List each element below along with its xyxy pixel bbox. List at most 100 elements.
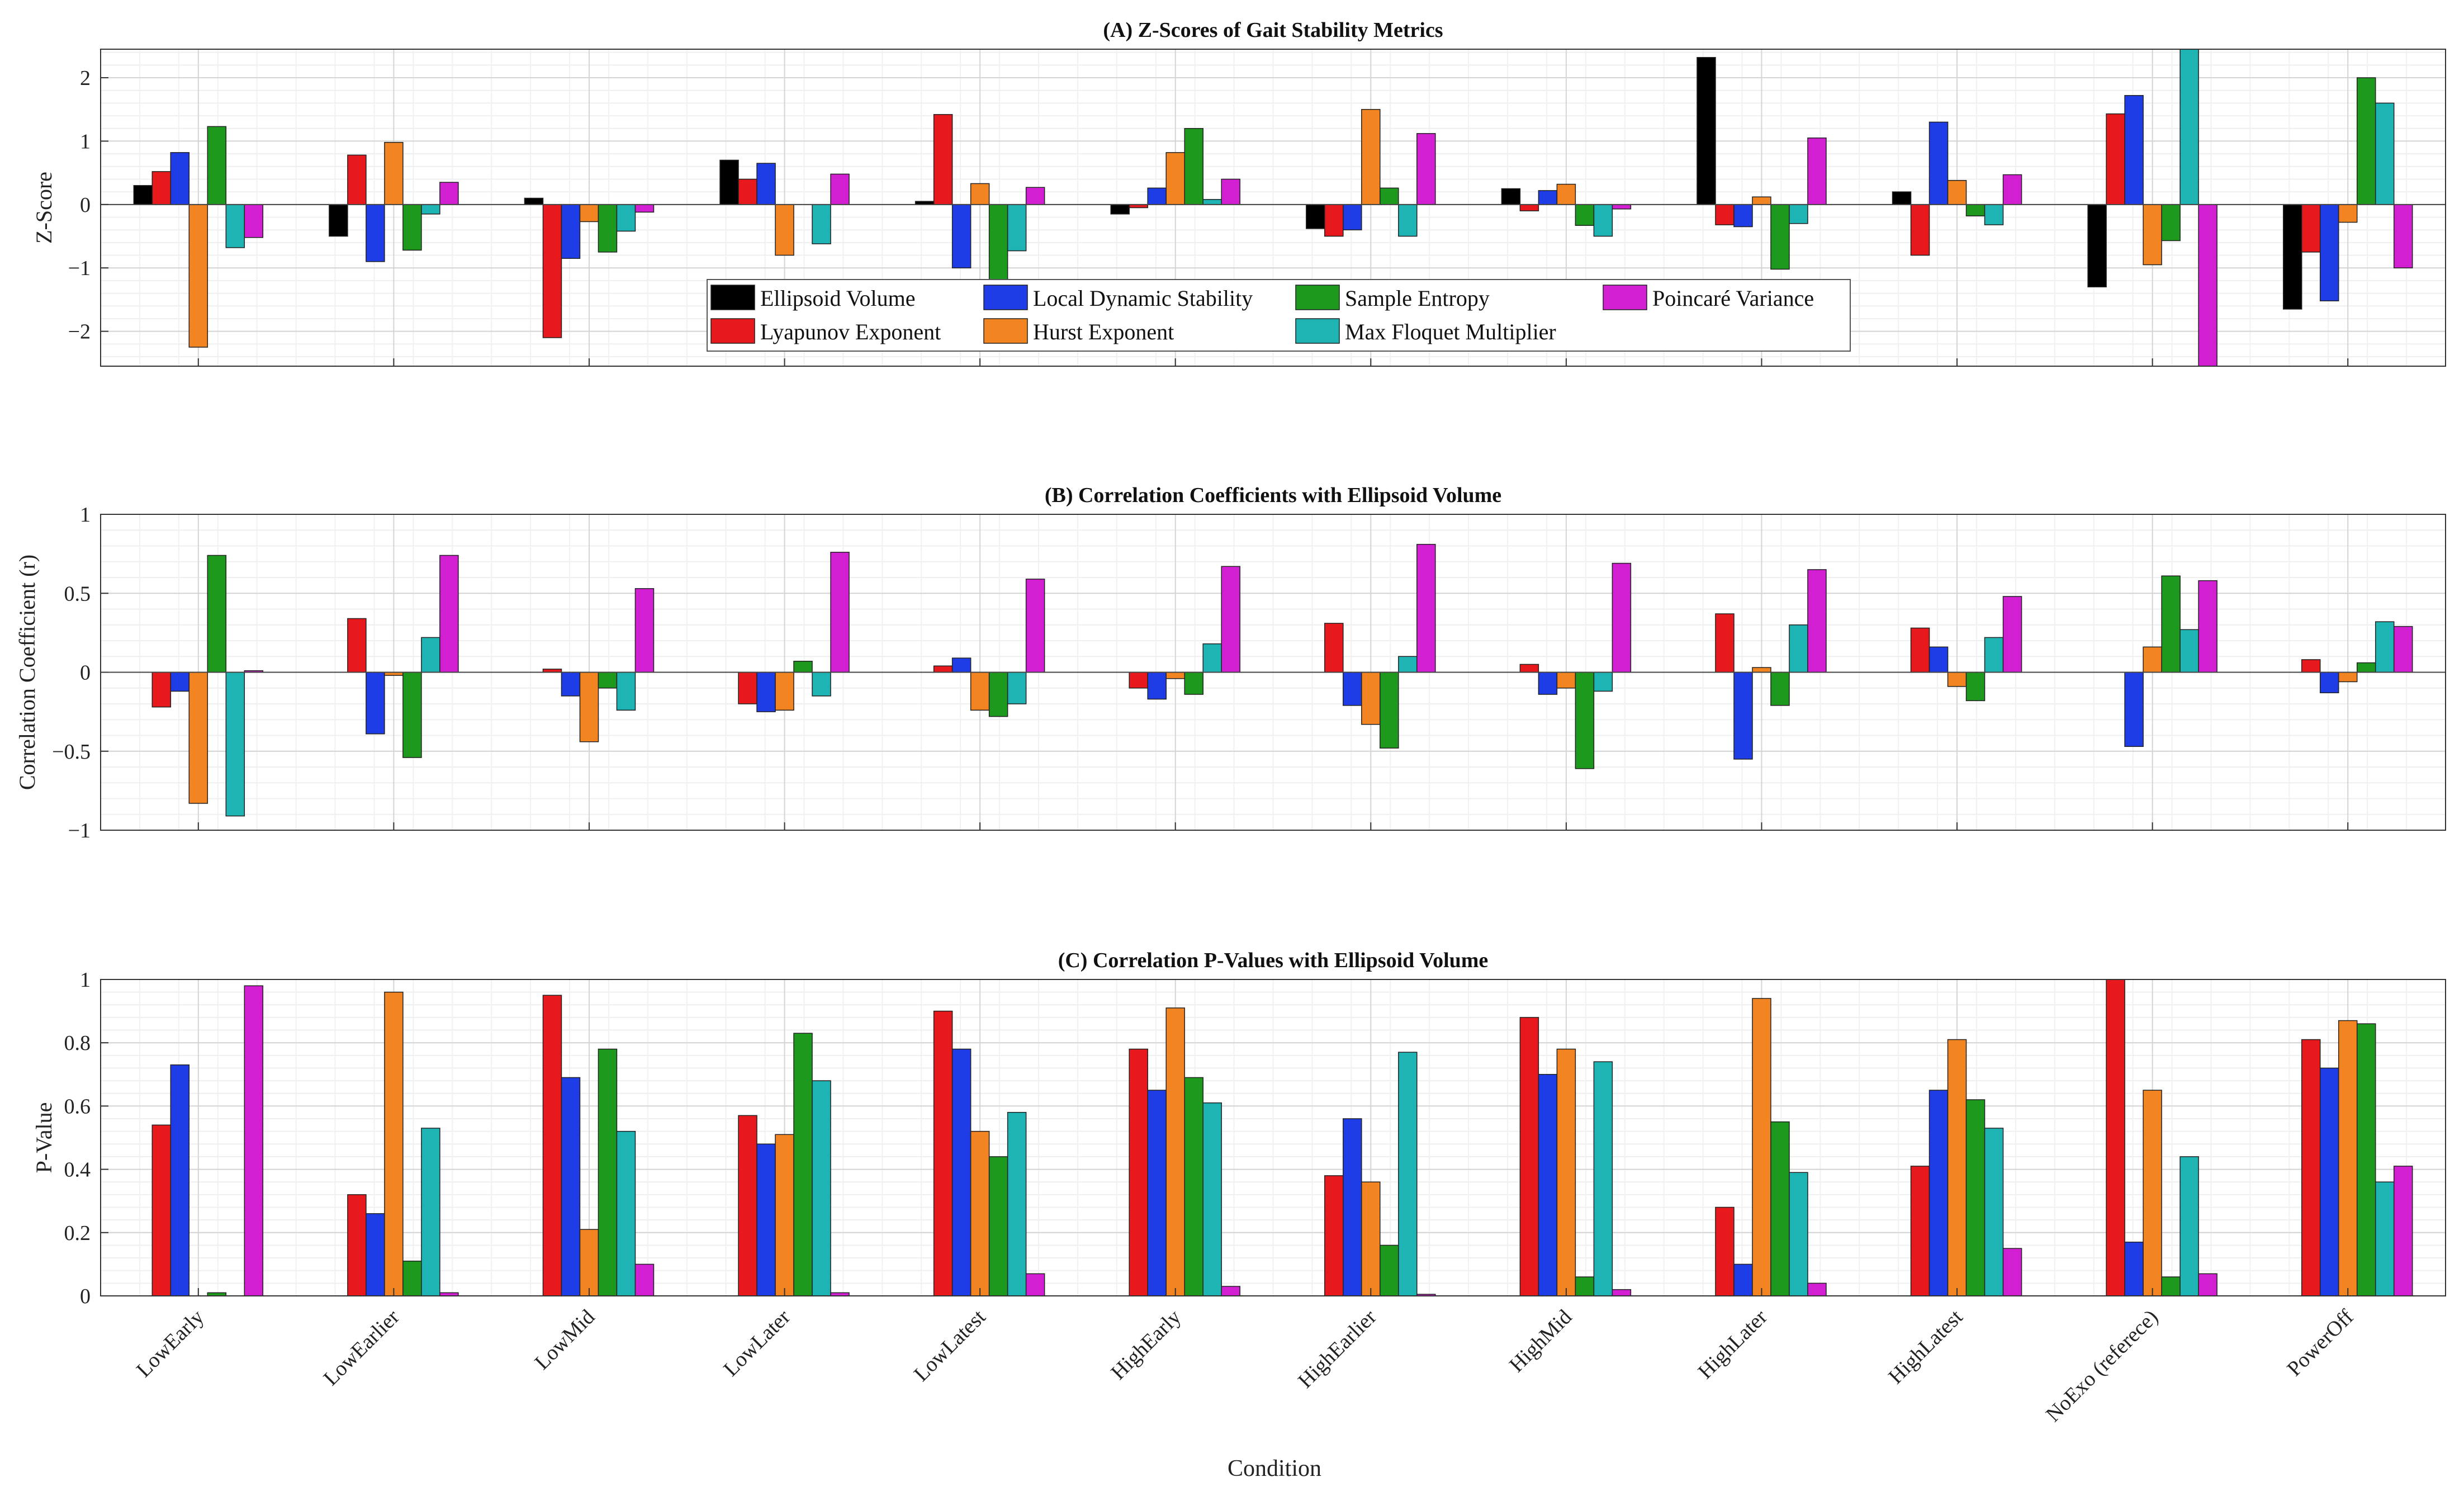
- bar-lyapunov-exponent-highlater: [1715, 1206, 1735, 1296]
- bar-sample-entropy-lowlatest: [988, 1156, 1008, 1296]
- bar-ellipsoid-volume-poweroff: [2282, 204, 2302, 310]
- bar-max-floquet-multiplier-noexo-referece: [2179, 1156, 2199, 1296]
- bar-poincar-variance-highlater: [1807, 138, 1827, 205]
- bar-local-dynamic-stability-highlatest: [1928, 646, 1949, 673]
- bar-local-dynamic-stability-highearly: [1147, 187, 1167, 205]
- bar-lyapunov-exponent-highearlier: [1324, 1175, 1344, 1296]
- bar-sample-entropy-highearlier: [1380, 1244, 1399, 1296]
- bar-hurst-exponent-lowlatest: [970, 183, 990, 205]
- bar-poincar-variance-highearly: [1221, 178, 1240, 205]
- panels-group: −2 −1 0 1 2 (A) Z-Scores of Gait Stability Me…: [15, 18, 2446, 1427]
- bar-poincar-variance-highmid: [1612, 1289, 1632, 1296]
- y-tick-label: 0.5: [64, 582, 91, 605]
- bar-local-dynamic-stability-lowlatest: [951, 204, 972, 268]
- bar-max-floquet-multiplier-noexo-referece: [2179, 629, 2199, 673]
- legend-label-poincar-variance: Poincaré Variance: [1652, 286, 1814, 311]
- x-tick-label-lowlater: LowLater: [719, 1305, 795, 1381]
- bar-local-dynamic-stability-highlater: [1733, 1263, 1753, 1296]
- bar-hurst-exponent-highearlier: [1361, 1181, 1381, 1296]
- y-tick-label: −1: [68, 819, 91, 842]
- x-tick-label-highlatest: HighLatest: [1884, 1305, 1967, 1388]
- bar-local-dynamic-stability-highlatest: [1928, 1090, 1949, 1296]
- legend-label-local-dynamic-stability: Local Dynamic Stability: [1033, 286, 1253, 311]
- bar-sample-entropy-poweroff: [2356, 662, 2376, 673]
- bar-sample-entropy-highlater: [1770, 204, 1790, 270]
- bar-lyapunov-exponent-highlatest: [1910, 627, 1930, 673]
- bar-max-floquet-multiplier-highearly: [1202, 1102, 1222, 1296]
- bar-sample-entropy-noexo-referece: [2161, 575, 2181, 673]
- bar-sample-entropy-highlater: [1770, 671, 1790, 706]
- bar-sample-entropy-lowearlier: [402, 1260, 422, 1296]
- bar-max-floquet-multiplier-highearlier: [1398, 1052, 1418, 1296]
- bar-hurst-exponent-lowmid: [579, 671, 599, 742]
- bar-poincar-variance-lowearlier: [439, 555, 459, 673]
- bar-hurst-exponent-noexo-referece: [2143, 646, 2162, 673]
- bar-max-floquet-multiplier-highmid: [1593, 1061, 1613, 1296]
- bar-hurst-exponent-highearlier: [1361, 108, 1381, 205]
- bar-lyapunov-exponent-lowlater: [738, 1115, 757, 1296]
- bar-hurst-exponent-lowmid: [579, 1229, 599, 1296]
- bar-hurst-exponent-highlater: [1752, 667, 1771, 673]
- bar-sample-entropy-highlatest: [1965, 1099, 1986, 1296]
- bar-poincar-variance-lowearlier: [439, 182, 459, 205]
- bar-max-floquet-multiplier-highlater: [1789, 624, 1808, 673]
- bar-hurst-exponent-poweroff: [2338, 671, 2358, 683]
- bar-sample-entropy-lowmid: [598, 204, 618, 253]
- bar-sample-entropy-lowearlier: [402, 204, 422, 251]
- bar-sample-entropy-highlater: [1770, 1121, 1790, 1296]
- bar-local-dynamic-stability-lowearlier: [366, 204, 385, 262]
- bar-local-dynamic-stability-lowearlier: [366, 671, 385, 735]
- legend-box: [707, 279, 1851, 352]
- y-tick-label: −1: [68, 257, 91, 280]
- bar-max-floquet-multiplier-noexo-referece: [2179, 49, 2199, 205]
- bar-lyapunov-exponent-lowearlier: [347, 1194, 367, 1296]
- bar-poincar-variance-highearlier: [1416, 133, 1436, 205]
- y-tick-label: 0: [80, 193, 91, 217]
- bar-max-floquet-multiplier-lowlatest: [1007, 671, 1027, 704]
- bar-poincar-variance-poweroff: [2393, 204, 2413, 268]
- x-tick-label-lowearly: LowEarly: [132, 1305, 209, 1382]
- bar-local-dynamic-stability-lowearlier: [366, 1213, 385, 1296]
- bar-max-floquet-multiplier-lowearlier: [421, 637, 440, 673]
- bar-sample-entropy-highlatest: [1965, 671, 1986, 702]
- bar-sample-entropy-lowmid: [598, 1048, 618, 1296]
- bar-local-dynamic-stability-noexo-referece: [2124, 95, 2144, 205]
- bar-poincar-variance-lowlatest: [1025, 579, 1045, 673]
- bar-poincar-variance-noexo-referece: [2198, 1273, 2217, 1296]
- bar-local-dynamic-stability-highmid: [1538, 671, 1558, 695]
- bar-max-floquet-multiplier-highlater: [1789, 204, 1808, 224]
- legend-swatch-max-floquet-multiplier: [1295, 318, 1340, 344]
- bar-hurst-exponent-highearlier: [1361, 671, 1381, 725]
- bar-local-dynamic-stability-highearlier: [1343, 1118, 1362, 1296]
- panel-title: (A) Z-Scores of Gait Stability Metrics: [1103, 18, 1443, 42]
- bar-hurst-exponent-lowlater: [775, 671, 794, 711]
- legend-swatch-poincar-variance: [1603, 285, 1647, 310]
- bar-poincar-variance-highlatest: [2002, 596, 2022, 673]
- bar-max-floquet-multiplier-highlatest: [1984, 1128, 2004, 1296]
- bar-poincar-variance-highearly: [1221, 1286, 1240, 1296]
- bar-hurst-exponent-lowlatest: [970, 1130, 990, 1296]
- bar-sample-entropy-lowearly: [207, 555, 227, 673]
- bar-ellipsoid-volume-noexo-referece: [2087, 204, 2107, 287]
- y-tick-label: 0.4: [64, 1158, 91, 1182]
- bar-lyapunov-exponent-poweroff: [2301, 1039, 2321, 1296]
- bar-hurst-exponent-highmid: [1556, 183, 1576, 205]
- axis-frame: [100, 979, 2446, 1296]
- bar-lyapunov-exponent-poweroff: [2301, 204, 2321, 253]
- bar-local-dynamic-stability-highmid: [1538, 190, 1558, 205]
- bar-local-dynamic-stability-poweroff: [2319, 204, 2339, 301]
- legend-label-hurst-exponent: Hurst Exponent: [1033, 319, 1174, 344]
- bar-local-dynamic-stability-lowlatest: [951, 1048, 972, 1296]
- bar-hurst-exponent-lowlater: [775, 1134, 794, 1296]
- bar-sample-entropy-highearly: [1184, 671, 1203, 695]
- bar-local-dynamic-stability-highearlier: [1343, 204, 1362, 230]
- bar-hurst-exponent-highmid: [1556, 671, 1576, 689]
- bar-sample-entropy-poweroff: [2356, 1023, 2376, 1296]
- y-tick-label: 0.8: [64, 1031, 91, 1055]
- legend-label-ellipsoid-volume: Ellipsoid Volume: [760, 286, 915, 311]
- bar-lyapunov-exponent-noexo-referece: [2106, 113, 2125, 205]
- bar-hurst-exponent-lowearly: [188, 204, 209, 348]
- bar-local-dynamic-stability-highearly: [1147, 1090, 1167, 1296]
- bar-lyapunov-exponent-highlater: [1715, 204, 1735, 225]
- bar-lyapunov-exponent-lowearly: [151, 171, 172, 205]
